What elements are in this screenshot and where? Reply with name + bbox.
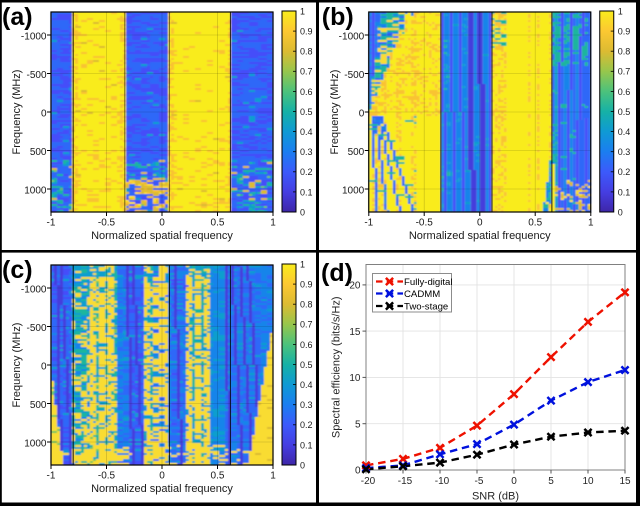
svg-text:0.6: 0.6: [300, 340, 313, 350]
svg-text:0.2: 0.2: [300, 167, 313, 177]
svg-text:-10: -10: [435, 476, 450, 487]
svg-text:SNR (dB): SNR (dB): [472, 491, 519, 503]
svg-text:0.7: 0.7: [300, 67, 313, 77]
svg-text:-500: -500: [26, 70, 46, 81]
svg-text:0.3: 0.3: [300, 400, 313, 410]
svg-text:Two-stage: Two-stage: [404, 302, 448, 313]
svg-text:10: 10: [349, 373, 361, 384]
svg-text:-0.5: -0.5: [98, 471, 116, 482]
svg-text:0.3: 0.3: [300, 147, 313, 157]
svg-text:0.3: 0.3: [618, 147, 631, 157]
svg-text:-20: -20: [361, 476, 376, 487]
svg-text:0.4: 0.4: [300, 127, 313, 137]
svg-text:1000: 1000: [24, 438, 47, 449]
svg-text:-0.5: -0.5: [416, 218, 434, 229]
svg-text:1: 1: [618, 6, 623, 16]
svg-text:0: 0: [477, 218, 483, 229]
svg-text:500: 500: [30, 147, 47, 158]
svg-text:0.1: 0.1: [300, 440, 313, 450]
svg-text:Frequency (MHz): Frequency (MHz): [329, 70, 341, 155]
svg-text:(a): (a): [2, 3, 33, 31]
svg-text:-15: -15: [398, 476, 413, 487]
svg-text:0.5: 0.5: [211, 471, 225, 482]
svg-text:0.1: 0.1: [300, 187, 313, 197]
svg-text:0: 0: [159, 218, 165, 229]
svg-text:0.7: 0.7: [300, 320, 313, 330]
svg-text:0.6: 0.6: [618, 87, 631, 97]
svg-text:15: 15: [619, 476, 631, 487]
svg-text:0: 0: [300, 460, 305, 470]
svg-text:(b): (b): [322, 3, 354, 31]
svg-text:0.9: 0.9: [300, 27, 313, 37]
svg-text:-500: -500: [26, 323, 46, 334]
svg-text:-5: -5: [475, 476, 484, 487]
svg-text:5: 5: [355, 419, 361, 430]
svg-text:0.9: 0.9: [618, 27, 631, 37]
svg-text:-1000: -1000: [21, 31, 47, 42]
svg-text:1000: 1000: [342, 185, 365, 196]
svg-text:-1000: -1000: [21, 284, 47, 295]
svg-text:Fully-digital: Fully-digital: [404, 277, 453, 288]
svg-text:Spectral efficiency (bits/s/Hz: Spectral efficiency (bits/s/Hz): [331, 296, 343, 438]
svg-text:0: 0: [41, 361, 47, 372]
svg-text:10: 10: [582, 476, 594, 487]
svg-text:0: 0: [355, 466, 361, 477]
svg-text:0: 0: [359, 108, 365, 119]
svg-text:CADMM: CADMM: [404, 289, 440, 300]
svg-text:-1000: -1000: [339, 31, 365, 42]
svg-text:0.9: 0.9: [300, 280, 313, 290]
svg-text:0.1: 0.1: [618, 187, 631, 197]
svg-text:0.5: 0.5: [528, 218, 542, 229]
svg-text:0.6: 0.6: [300, 87, 313, 97]
svg-text:1: 1: [300, 6, 305, 16]
svg-text:1000: 1000: [24, 185, 47, 196]
svg-text:0: 0: [300, 207, 305, 217]
svg-text:5: 5: [548, 476, 554, 487]
svg-text:Normalized spatial frequency: Normalized spatial frequency: [91, 230, 233, 242]
svg-text:0.8: 0.8: [618, 47, 631, 57]
svg-text:Normalized spatial frequency: Normalized spatial frequency: [409, 230, 551, 242]
svg-text:0.5: 0.5: [618, 107, 631, 117]
svg-text:1: 1: [588, 218, 594, 229]
svg-text:-1: -1: [47, 218, 56, 229]
svg-text:0.4: 0.4: [618, 127, 631, 137]
svg-text:0.5: 0.5: [300, 360, 313, 370]
svg-text:0.5: 0.5: [300, 107, 313, 117]
svg-text:20: 20: [349, 281, 361, 292]
svg-text:500: 500: [348, 147, 365, 158]
svg-text:(c): (c): [2, 256, 33, 284]
svg-text:0: 0: [511, 476, 517, 487]
svg-text:(d): (d): [321, 259, 353, 287]
svg-text:500: 500: [30, 400, 47, 411]
svg-text:0.4: 0.4: [300, 380, 313, 390]
svg-text:0.7: 0.7: [618, 67, 631, 77]
svg-text:-1: -1: [47, 471, 56, 482]
svg-text:1: 1: [270, 471, 276, 482]
svg-text:0.2: 0.2: [300, 420, 313, 430]
svg-text:Frequency (MHz): Frequency (MHz): [11, 323, 23, 408]
svg-text:0: 0: [159, 471, 165, 482]
svg-text:0.8: 0.8: [300, 300, 313, 310]
svg-text:0.5: 0.5: [211, 218, 225, 229]
svg-text:1: 1: [270, 218, 276, 229]
svg-text:Frequency (MHz): Frequency (MHz): [11, 70, 23, 155]
svg-text:0: 0: [41, 108, 47, 119]
svg-text:-0.5: -0.5: [98, 218, 116, 229]
svg-text:Normalized spatial frequency: Normalized spatial frequency: [91, 483, 233, 495]
svg-text:0: 0: [618, 207, 623, 217]
svg-text:15: 15: [349, 327, 361, 338]
svg-text:-1: -1: [364, 218, 373, 229]
svg-text:1: 1: [300, 259, 305, 269]
svg-text:0.8: 0.8: [300, 47, 313, 57]
svg-text:-500: -500: [344, 70, 364, 81]
svg-text:0.2: 0.2: [618, 167, 631, 177]
